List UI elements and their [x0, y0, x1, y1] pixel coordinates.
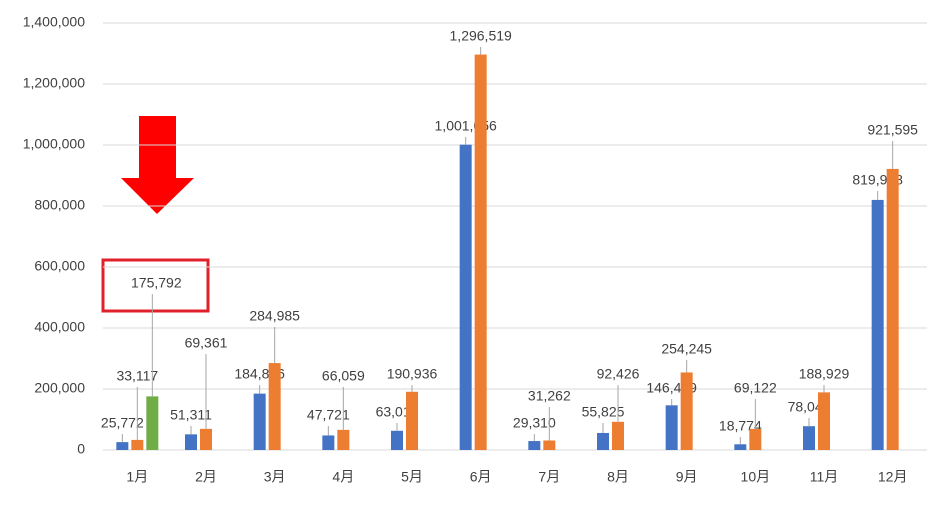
data-label: 1,001,056	[435, 118, 497, 134]
x-tick-label: 8月	[607, 469, 629, 485]
x-tick-label: 2月	[195, 469, 217, 485]
bar	[337, 429, 350, 450]
data-label: 190,936	[387, 366, 438, 382]
arrow-shaft	[139, 116, 176, 179]
data-label: 69,122	[734, 380, 777, 396]
bar	[734, 444, 747, 450]
x-tick-label: 7月	[538, 469, 560, 485]
x-tick-label: 11月	[810, 469, 839, 485]
data-label: 31,262	[528, 388, 571, 404]
bar	[886, 168, 899, 451]
x-tick-label: 9月	[676, 469, 698, 485]
highlight-box	[101, 258, 210, 313]
data-label: 254,245	[661, 341, 712, 357]
bar	[268, 363, 281, 450]
bar	[459, 144, 472, 450]
bar	[818, 392, 830, 450]
bar	[391, 430, 403, 450]
x-tick-label: 5月	[401, 469, 423, 485]
y-tick-label: 1,000,000	[23, 136, 85, 152]
bar	[597, 432, 609, 450]
data-label: 25,772	[101, 415, 144, 431]
x-tick-label: 12月	[878, 469, 908, 485]
x-tick-label: 6月	[470, 469, 492, 485]
bar	[474, 54, 487, 450]
y-tick-label: 1,200,000	[23, 75, 85, 91]
data-label: 284,985	[249, 308, 300, 324]
x-tick-label: 4月	[332, 469, 354, 485]
bar	[612, 421, 624, 450]
bar	[185, 434, 197, 450]
data-label: 66,059	[322, 368, 365, 384]
y-tick-label: 0	[77, 441, 85, 457]
arrow-head	[121, 178, 194, 214]
bar	[528, 441, 541, 450]
data-label: 1,296,519	[450, 28, 512, 44]
bar	[146, 396, 159, 450]
data-label: 33,117	[116, 368, 158, 384]
data-label: 921,595	[867, 122, 918, 138]
data-label: 92,426	[597, 366, 640, 382]
bar	[749, 428, 762, 450]
data-label: 29,310	[513, 415, 556, 431]
bar	[116, 442, 129, 450]
bar	[665, 405, 678, 450]
bar	[543, 440, 556, 450]
bar	[406, 391, 418, 450]
x-tick-label: 1月	[126, 469, 148, 485]
y-tick-label: 200,000	[34, 380, 85, 396]
y-tick-label: 800,000	[34, 197, 85, 213]
data-label: 175,792	[131, 275, 182, 291]
data-label: 69,361	[185, 335, 228, 351]
x-tick-label: 3月	[264, 469, 286, 485]
data-label: 47,721	[307, 407, 350, 423]
bar	[680, 372, 693, 450]
data-label: 51,311	[170, 407, 212, 423]
x-tick-label: 10月	[741, 469, 771, 485]
bar	[253, 393, 266, 450]
y-tick-label: 1,400,000	[23, 14, 85, 30]
data-label: 55,825	[582, 404, 625, 420]
bar	[871, 199, 884, 450]
bar	[803, 426, 815, 450]
y-tick-label: 600,000	[34, 258, 85, 274]
bar	[322, 435, 335, 450]
bar	[200, 428, 212, 450]
y-tick-label: 400,000	[34, 319, 85, 335]
data-label: 188,929	[799, 366, 850, 382]
bar	[131, 439, 144, 450]
